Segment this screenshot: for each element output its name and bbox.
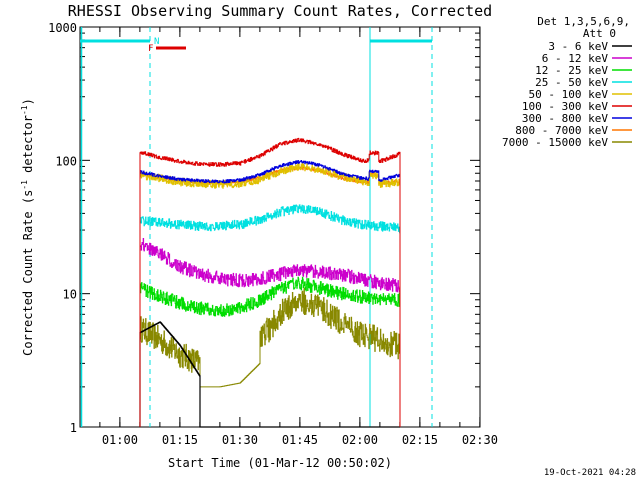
x-tick-label: 02:15 (402, 433, 438, 447)
legend-header-1: Det 1,3,5,6,9, (537, 15, 630, 28)
legend-label: 12 - 25 keV (535, 64, 608, 77)
legend-label: 25 - 50 keV (535, 76, 608, 89)
x-tick-label: 02:30 (462, 433, 498, 447)
series-line-8 (139, 287, 401, 427)
x-axis-title: Start Time (01-Mar-12 00:50:02) (168, 456, 392, 470)
legend-label: 100 - 300 keV (522, 100, 608, 113)
series-line-7 (139, 166, 401, 427)
series-lines (139, 137, 401, 428)
series-line-2 (139, 276, 401, 427)
series-line-3 (139, 204, 401, 427)
y-tick-label: 1000 (48, 21, 77, 35)
legend-label: 800 - 7000 keV (515, 124, 608, 137)
x-tick-labels: 01:00 01:15 01:30 01:45 02:00 02:15 02:30 (102, 433, 498, 447)
series-line-6 (139, 160, 401, 427)
flag-label-n: N (154, 37, 159, 47)
legend-label: 3 - 6 keV (548, 40, 608, 53)
x-tick-label: 01:30 (222, 433, 258, 447)
legend-header-2: Att 0 (583, 27, 616, 40)
plot-area: NF (79, 26, 481, 428)
legend-label: 7000 - 15000 keV (502, 136, 608, 149)
footer-timestamp: 19-Oct-2021 04:28 (544, 468, 636, 478)
y-tick-label: 100 (55, 154, 77, 168)
legend-label: 6 - 12 keV (542, 52, 609, 65)
axis-ticks (80, 26, 481, 428)
x-tick-label: 01:45 (282, 433, 318, 447)
legend-label: 50 - 100 keV (529, 88, 609, 101)
legend-label: 300 - 800 keV (522, 112, 608, 125)
x-tick-label: 01:00 (102, 433, 138, 447)
chart-title: RHESSI Observing Summary Count Rates, Co… (68, 2, 492, 20)
y-tick-label: 1 (70, 421, 77, 435)
series-line-0 (139, 321, 400, 428)
y-tick-labels: 1 10 100 1000 (48, 21, 77, 435)
series-line-5 (139, 137, 401, 427)
flag-bars: NF (80, 37, 432, 54)
y-tick-label: 10 (63, 288, 77, 302)
flag-label-f: F (148, 44, 153, 54)
series-line-1 (139, 238, 401, 427)
y-axis-title: Corrected Count Rate (s-1 detector-1) (20, 98, 35, 356)
x-tick-label: 01:15 (162, 433, 198, 447)
x-tick-label: 02:00 (342, 433, 378, 447)
